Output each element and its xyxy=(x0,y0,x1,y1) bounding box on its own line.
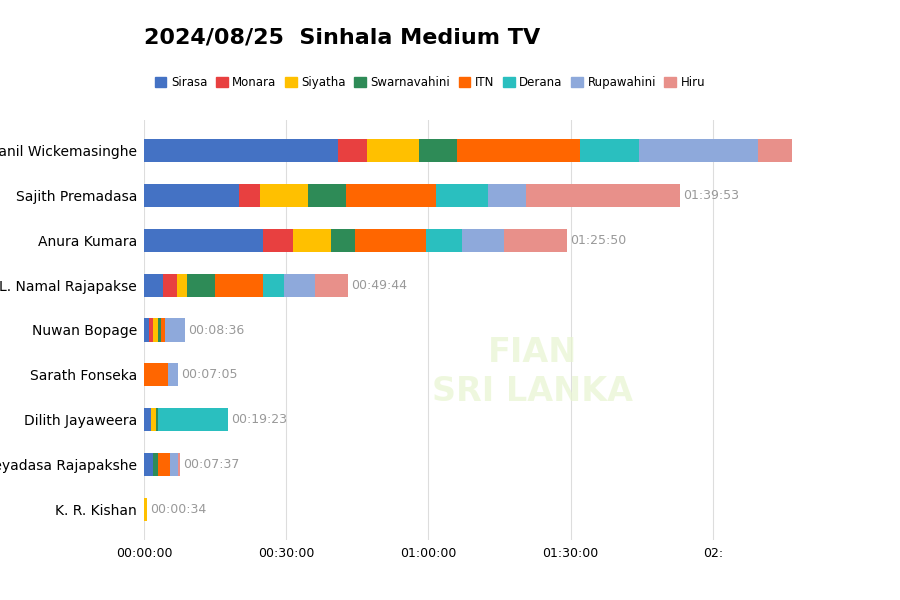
Bar xyxy=(260,184,308,207)
Bar xyxy=(263,274,284,297)
Bar xyxy=(488,184,526,207)
Bar xyxy=(263,229,293,252)
Bar xyxy=(436,184,488,207)
Bar xyxy=(158,453,170,476)
Bar xyxy=(156,408,158,431)
Text: FIAN
SRI LANKA: FIAN SRI LANKA xyxy=(432,337,634,407)
Bar xyxy=(144,229,263,252)
Bar xyxy=(158,319,160,341)
Bar xyxy=(151,408,156,431)
Bar xyxy=(163,274,177,297)
Bar xyxy=(144,408,151,431)
Bar xyxy=(284,274,315,297)
Text: 00:49:44: 00:49:44 xyxy=(351,278,408,292)
Text: 00:00:34: 00:00:34 xyxy=(149,503,206,516)
Bar xyxy=(526,184,680,207)
Bar xyxy=(293,229,331,252)
Bar xyxy=(154,319,158,341)
Bar xyxy=(148,319,154,341)
Bar xyxy=(338,139,367,163)
Text: 00:07:37: 00:07:37 xyxy=(184,458,239,471)
Bar xyxy=(166,319,184,341)
Bar xyxy=(170,453,177,476)
Bar xyxy=(419,139,457,163)
Bar xyxy=(144,453,154,476)
Bar xyxy=(177,453,180,476)
Text: 00:08:36: 00:08:36 xyxy=(188,323,244,337)
Bar xyxy=(504,229,567,252)
Bar xyxy=(144,363,168,386)
Bar xyxy=(346,184,436,207)
Bar xyxy=(158,408,228,431)
Bar xyxy=(177,274,186,297)
Bar xyxy=(160,319,166,341)
Bar xyxy=(186,274,215,297)
Text: 01:25:50: 01:25:50 xyxy=(570,234,626,247)
Text: 00:19:23: 00:19:23 xyxy=(231,413,287,426)
Bar xyxy=(154,453,158,476)
Text: 00:07:05: 00:07:05 xyxy=(181,368,238,382)
Legend: Sirasa, Monara, Siyatha, Swarnavahini, ITN, Derana, Rupawahini, Hiru: Sirasa, Monara, Siyatha, Swarnavahini, I… xyxy=(150,71,710,94)
Bar xyxy=(426,229,462,252)
Bar xyxy=(144,184,238,207)
Bar xyxy=(238,184,260,207)
Bar xyxy=(144,319,148,341)
Bar xyxy=(308,184,346,207)
Text: 01:39:53: 01:39:53 xyxy=(683,189,739,202)
Bar xyxy=(144,139,338,163)
Bar xyxy=(168,363,177,386)
Bar xyxy=(640,139,758,163)
Bar xyxy=(331,229,355,252)
Bar xyxy=(355,229,426,252)
Bar xyxy=(758,139,841,163)
Bar xyxy=(457,139,580,163)
Bar xyxy=(315,274,348,297)
Bar xyxy=(580,139,640,163)
Text: 2024/08/25  Sinhala Medium TV: 2024/08/25 Sinhala Medium TV xyxy=(144,28,540,47)
Bar xyxy=(144,497,147,521)
Bar xyxy=(144,274,163,297)
Bar xyxy=(367,139,419,163)
Bar xyxy=(462,229,504,252)
Bar xyxy=(215,274,263,297)
